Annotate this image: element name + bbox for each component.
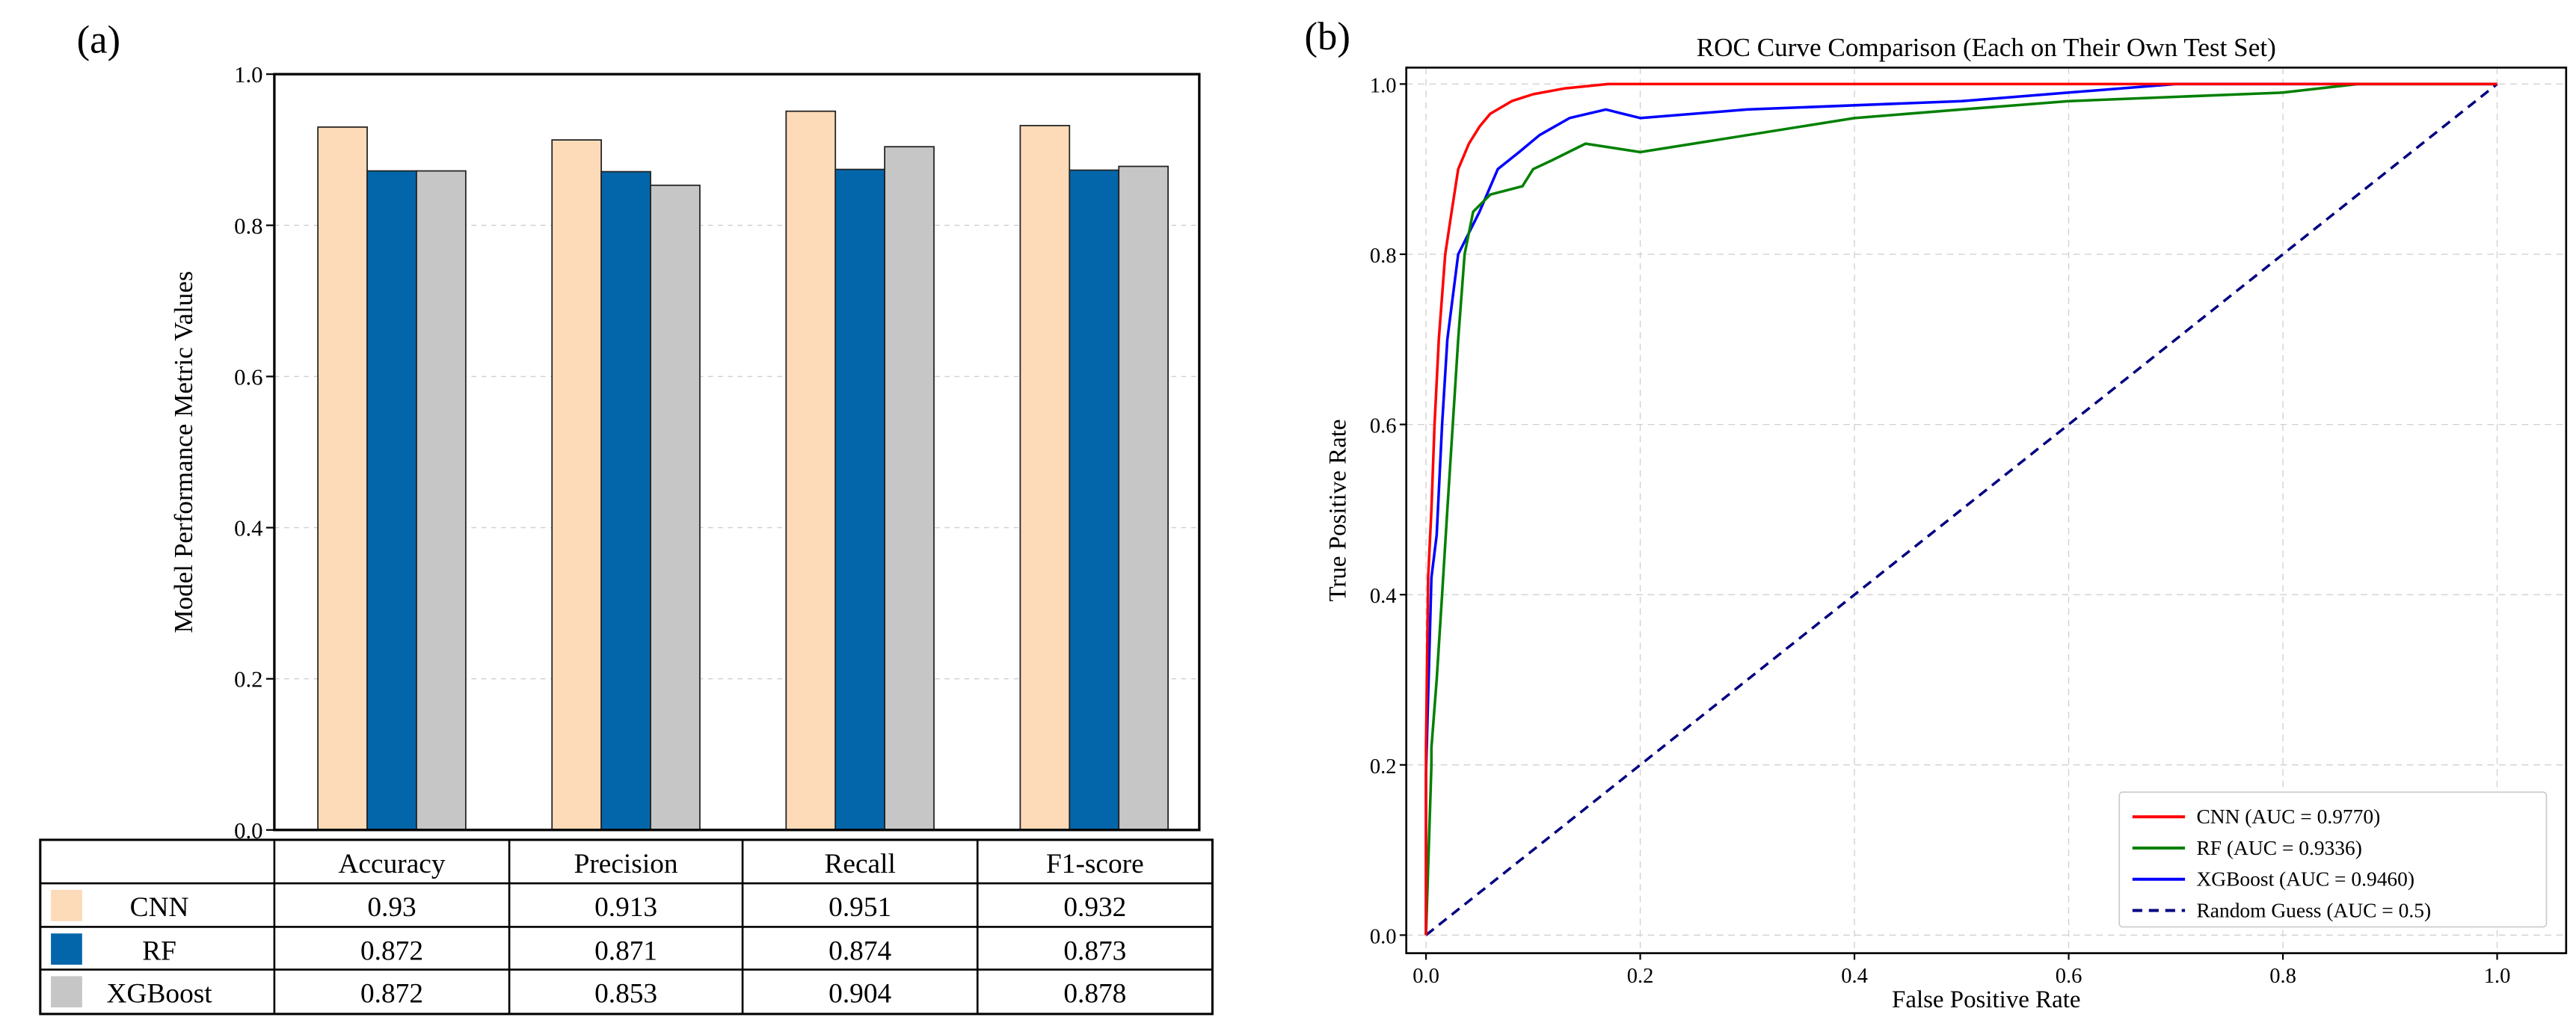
y-tick-label: 0.2 [1370, 755, 1397, 778]
y-tick-label: 0.6 [234, 364, 262, 390]
table-cell: 0.872 [360, 936, 423, 966]
roc-curve-cnn [1424, 82, 2497, 936]
x-tick-label: 0.0 [1413, 965, 1439, 988]
x-tick-label: 0.8 [2269, 965, 2296, 988]
table-row-label: RF [142, 936, 176, 966]
table-header-f1-score: F1-score [1046, 849, 1144, 879]
panel-b-roc-chart: (b) ROC Curve Comparison (Each on Their O… [1304, 15, 2568, 1013]
plot-frame [1405, 67, 2568, 954]
y-tick-label: 0.8 [234, 213, 262, 239]
legend-swatch-xgboost [51, 976, 82, 1008]
panel-label: (b) [1304, 15, 1350, 58]
y-tick-label: 1.0 [1370, 74, 1397, 97]
table-row-label: CNN [130, 892, 189, 923]
table-cell: 0.93 [367, 892, 416, 923]
roc-curve-xgboost [1424, 82, 2497, 936]
table-cell: 0.873 [1063, 936, 1126, 966]
bar-xgboost-f1-score [1118, 165, 1169, 831]
legend-label: Random Guess (AUC = 0.5) [2196, 899, 2431, 921]
legend-label: XGBoost (AUC = 0.9460) [2196, 868, 2414, 891]
y-axis-label: Model Performance Metric Values [169, 271, 198, 633]
roc-curve-random-guess [1424, 82, 2498, 936]
bar-cnn-precision [551, 139, 603, 831]
legend-box [2118, 791, 2548, 928]
table-row-label: XGBoost [107, 979, 213, 1010]
bar-rf-accuracy [366, 170, 417, 831]
table-cell: 0.874 [829, 936, 891, 966]
bar-rf-f1-score [1069, 169, 1120, 831]
legend-swatch-rf [51, 933, 82, 965]
bar-xgboost-precision [650, 184, 701, 831]
table-cell: 0.853 [594, 979, 657, 1010]
table-cell: 0.878 [1063, 979, 1126, 1010]
y-tick-label: 0.0 [1370, 925, 1397, 948]
bar-xgboost-accuracy [416, 170, 467, 831]
y-tick-label: 0.8 [1370, 245, 1397, 268]
table-cell: 0.904 [829, 979, 891, 1010]
legend-label: RF (AUC = 0.9336) [2196, 837, 2361, 859]
x-tick-label: 0.4 [1841, 965, 1868, 988]
table-cell: 0.913 [594, 892, 657, 923]
legend-label: CNN (AUC = 0.9770) [2196, 805, 2380, 828]
table-cell: 0.951 [829, 892, 891, 923]
table-cell: 0.871 [594, 936, 657, 966]
legend-swatch-cnn [51, 890, 82, 921]
table-header-accuracy: Accuracy [338, 849, 445, 879]
y-tick-label: 0.4 [1370, 585, 1397, 608]
table-cell: 0.872 [360, 979, 423, 1010]
panel-label: (a) [77, 19, 121, 62]
x-tick-label: 1.0 [2484, 965, 2511, 988]
legend: CNN (AUC = 0.9770) RF (AUC = 0.9336) XGBoo… [2118, 791, 2548, 928]
x-tick-label: 0.6 [2056, 965, 2082, 988]
y-tick-label: 1.0 [234, 62, 262, 87]
y-axis-label: True Positive Rate [1324, 420, 1351, 602]
table-header-precision: Precision [574, 849, 678, 879]
bar-cnn-f1-score [1019, 125, 1071, 831]
y-tick-label: 0.4 [234, 516, 262, 541]
bar-rf-precision [600, 171, 651, 831]
y-tick-label: 0.6 [1370, 415, 1397, 438]
x-axis-label: False Positive Rate [1892, 986, 2081, 1013]
bar-xgboost-recall [884, 146, 935, 831]
metrics-table: Accuracy Precision Recall F1-score CNN 0.93 0.… [39, 838, 1214, 1016]
bar-rf-recall [834, 168, 885, 831]
bar-cnn-accuracy [317, 126, 368, 831]
plot-frame [273, 73, 1201, 832]
x-tick-label: 0.2 [1627, 965, 1654, 988]
chart-title: ROC Curve Comparison (Each on Their Own … [1697, 33, 2276, 62]
roc-curve-rf [1424, 82, 2497, 936]
table-header-recall: Recall [824, 849, 895, 879]
y-tick-label: 0.2 [234, 667, 262, 692]
bar-cnn-recall [785, 110, 837, 831]
table-cell: 0.932 [1063, 892, 1126, 923]
